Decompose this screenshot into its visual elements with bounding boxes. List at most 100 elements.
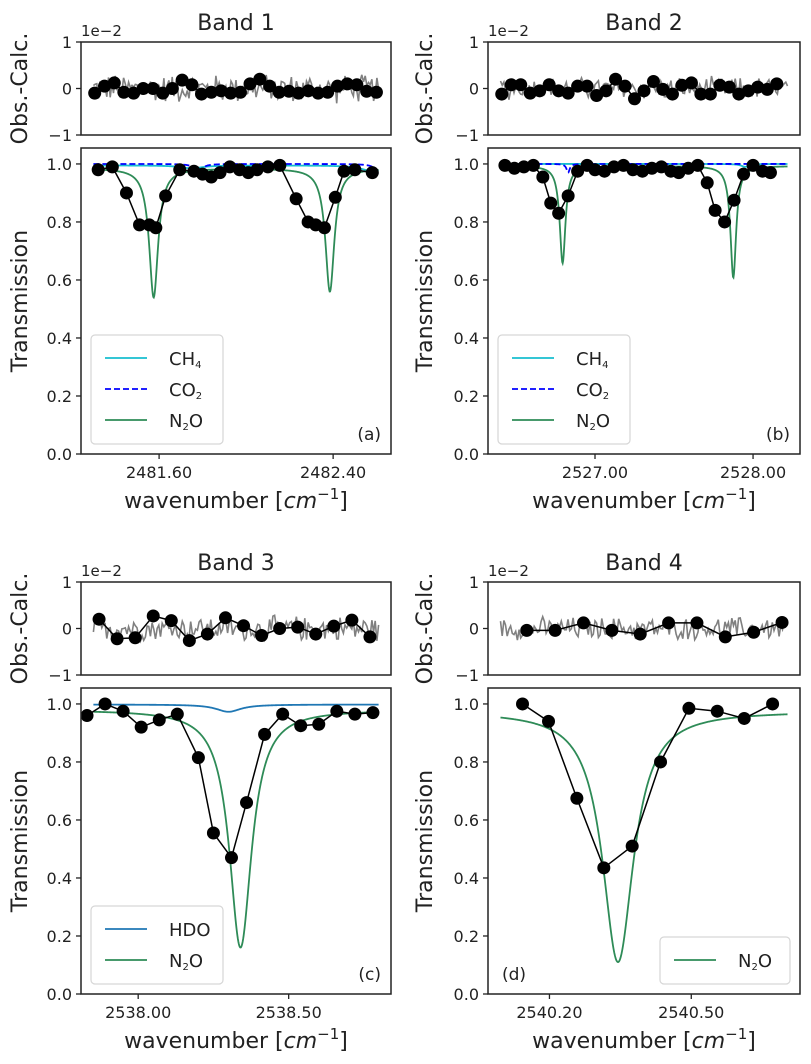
observed-point — [727, 193, 741, 207]
panel-b: Band 2 −1 0 1 1e−2 Obs.-Calc. 0.0 0.2 0.4 0.6 0.8 1… — [413, 11, 801, 514]
legend-label-subscript: 2 — [182, 962, 188, 973]
legend-label-base: CO — [576, 380, 603, 401]
plot-area — [498, 158, 788, 280]
observed-point — [737, 711, 751, 725]
observed-point — [223, 160, 237, 174]
residual-point — [760, 82, 774, 96]
xlabel-text: wavenumber [ — [532, 489, 691, 514]
xlabel-unit: cm — [692, 1029, 726, 1054]
residual-point — [185, 78, 199, 92]
residual-point — [204, 85, 218, 99]
residual-ytick-label: 0 — [62, 80, 72, 99]
residual-point — [311, 86, 325, 100]
residual-point — [292, 86, 306, 100]
transmission-ytick-label: 0.2 — [47, 387, 72, 406]
residual-point — [273, 622, 287, 635]
residual-point — [633, 627, 647, 641]
residual-point — [571, 79, 585, 93]
residual-scale-label: 1e−2 — [81, 562, 122, 580]
residual-ytick-label: 1 — [469, 33, 479, 52]
residual-point — [665, 87, 679, 101]
legend-label-ch4: CH4 — [576, 349, 608, 371]
residual-point — [548, 623, 562, 637]
legend-label-base: CH — [576, 349, 602, 370]
panel-label: (d) — [502, 965, 526, 985]
residual-point — [291, 620, 305, 634]
legend: N2O — [659, 936, 791, 985]
transmission-ylabel: Transmission — [8, 770, 33, 913]
model-line-co2 — [93, 163, 380, 176]
transmission-ytick-label: 0.2 — [454, 387, 479, 406]
observed-point — [134, 720, 148, 734]
residual-ytick-label: −1 — [455, 666, 479, 685]
residual-ytick-label: −1 — [455, 126, 479, 145]
legend-label-n2o: N2O — [169, 411, 203, 433]
observed-point — [173, 163, 187, 177]
residual-point — [580, 79, 594, 93]
transmission-ytick-label: 0.0 — [47, 445, 72, 464]
transmission-ytick-label: 1.0 — [454, 695, 479, 714]
residual-ylabel: Obs.-Calc. — [8, 573, 33, 685]
residual-point — [747, 625, 761, 639]
observed-point — [119, 186, 133, 200]
xlabel: wavenumber [cm−1] — [532, 485, 756, 514]
transmission-ytick-label: 0.4 — [47, 869, 72, 888]
legend-box — [497, 334, 631, 445]
residual-point — [107, 76, 121, 90]
xlabel-exponent: −1 — [725, 485, 747, 503]
observed-point — [206, 826, 220, 840]
transmission-ytick-label: 0.2 — [454, 927, 479, 946]
residual-point — [175, 73, 189, 87]
residual-point — [684, 76, 698, 90]
observed-point — [258, 727, 272, 741]
xlabel-unit: cm — [692, 489, 726, 514]
observed-point — [746, 158, 760, 172]
residual-point — [363, 630, 377, 644]
panel-c: Band 3 −1 0 1 1e−2 Obs.-Calc. 0.0 0.2 0.4 0.6 0.8 1… — [8, 551, 392, 1054]
residual-point — [576, 616, 590, 630]
observed-point — [708, 203, 722, 217]
xlabel-text: wavenumber [ — [532, 1029, 691, 1054]
residual-point — [253, 72, 267, 86]
residual-point — [718, 630, 732, 644]
observed-point — [348, 163, 362, 177]
observed-point — [213, 166, 227, 180]
residual-point — [609, 72, 623, 86]
observed-point — [766, 697, 780, 711]
residual-point — [690, 616, 704, 630]
residual-point — [703, 87, 717, 101]
residual-point — [272, 85, 286, 99]
xtick-label: 2540.50 — [658, 1003, 724, 1022]
xlabel-close: ] — [339, 489, 348, 514]
legend-label-subscript: 4 — [195, 360, 201, 371]
legend-label-base: N — [738, 951, 751, 972]
panel-d: Band 4 −1 0 1 1e−2 Obs.-Calc. 0.0 0.2 0.4 0.6 0.8 1… — [413, 551, 801, 1054]
residual-point — [146, 609, 160, 623]
residual-ylabel: Obs.-Calc. — [413, 33, 438, 145]
panel-label: (c) — [358, 965, 381, 985]
xtick-label: 2528.00 — [720, 463, 786, 482]
legend-label-after: O — [189, 411, 203, 432]
transmission-ytick-label: 0.0 — [47, 985, 72, 1004]
residual-point — [218, 611, 232, 625]
residual-noise-line — [499, 614, 788, 643]
observed-point — [700, 176, 714, 190]
panel-title: Band 1 — [197, 11, 274, 36]
residual-point — [775, 615, 789, 629]
panel-title: Band 2 — [605, 11, 682, 36]
observed-point — [261, 160, 275, 174]
residual-point — [495, 87, 509, 101]
residual-ylabel: Obs.-Calc. — [8, 33, 33, 145]
residual-axes: −1 0 1 1e−2 Obs.-Calc. — [8, 562, 392, 685]
residual-ytick-label: 0 — [62, 620, 72, 639]
residual-point — [165, 82, 179, 95]
residual-point — [301, 84, 315, 98]
legend-label-co2: CO2 — [169, 380, 202, 402]
transmission-ytick-label: 0.4 — [47, 329, 72, 348]
observed-point — [348, 707, 362, 721]
residual-axes: −1 0 1 1e−2 Obs.-Calc. — [413, 22, 801, 145]
observed-point — [98, 697, 112, 711]
observed-point — [337, 164, 351, 178]
residual-point — [200, 627, 214, 641]
observed-point — [625, 839, 639, 853]
